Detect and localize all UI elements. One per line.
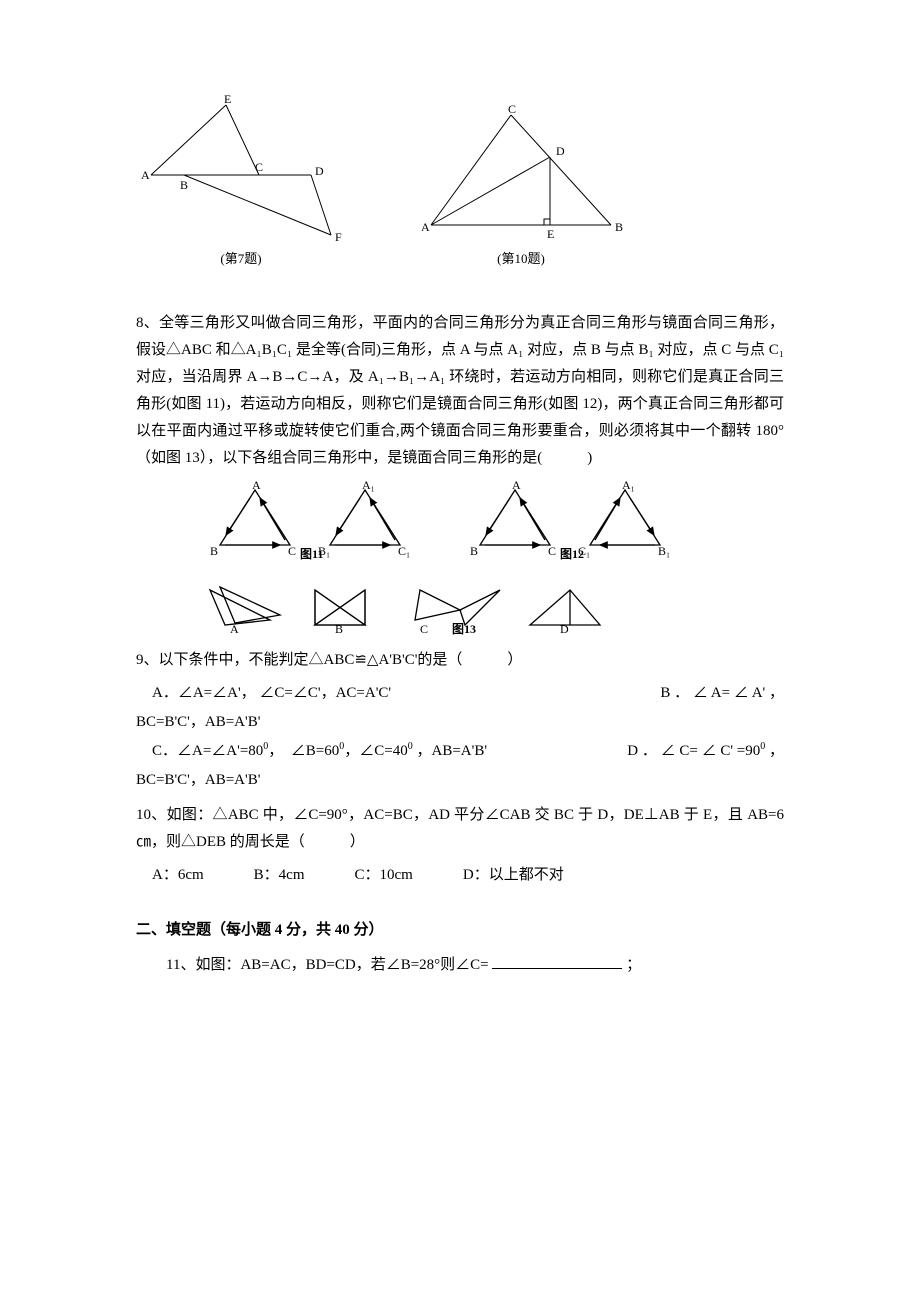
svg-text:C: C [288,544,296,558]
svg-text:B: B [335,622,343,635]
figure-row-top: A B C D E F (第7题) A B C D [136,95,784,270]
question-10: 10、如图：△ABC 中，∠C=90°，AC=BC，AD 平分∠CAB 交 BC… [136,802,784,856]
svg-text:图12: 图12 [560,547,584,561]
svg-text:图13: 图13 [452,622,476,635]
label-A: A [141,168,150,182]
figure-10-svg: A B C D E [416,105,626,245]
label-B-10: B [615,220,623,234]
figure-7-caption: (第7题) [220,247,261,270]
figure-10-caption: (第10题) [497,247,545,270]
svg-text:C: C [548,544,556,558]
svg-text:D: D [560,622,569,635]
question-10-optD: D：以上都不对 [463,862,564,889]
svg-text:B₁: B₁ [658,544,670,558]
question-9-optA-wrap: A．∠A=∠A'， ∠C=∠C'，AC=A'C' B ． ∠ A= ∠ A' ， [136,680,784,707]
label-B: B [180,178,188,192]
svg-text:A₁: A₁ [362,480,375,492]
question-10-options: A：6cm B：4cm C：10cm D：以上都不对 [136,862,784,889]
question-10-optB: B：4cm [254,862,305,889]
label-F: F [335,230,342,244]
svg-text:A₁: A₁ [622,480,635,492]
svg-text:A: A [230,622,239,635]
svg-text:C₁: C₁ [398,544,410,558]
question-11-tail: ； [626,957,641,973]
question-8-diagrams: A B C A₁ B₁ C₁ 图11 A B C A₁ C₁ B₁ 图12 A … [136,480,784,635]
question-8-text: 8、全等三角形又叫做合同三角形，平面内的合同三角形分为真正合同三角形与镜面合同三… [136,315,784,466]
svg-text:B: B [210,544,218,558]
question-9-optD-line2: BC=B'C'，AB=A'B' [136,767,784,794]
figure-10: A B C D E (第10题) [416,105,626,270]
label-A-10: A [421,220,430,234]
svg-text:A: A [252,480,261,492]
label-D-10: D [556,144,565,158]
question-9-optD-prefix: D ． ∠ C= ∠ C' =900 ， [627,738,784,765]
label-D: D [315,164,324,178]
figure-7-svg: A B C D E F [136,95,346,245]
svg-text:A: A [512,480,521,492]
question-10-optA: A：6cm [152,862,204,889]
label-E: E [224,95,231,106]
figure-7: A B C D E F (第7题) [136,95,346,270]
section-2-title: 二、填空题（每小题 4 分，共 40 分） [136,917,784,944]
question-9-optC-wrap: C．∠A=∠A'=800， ∠B=600，∠C=400 ，AB=A'B' D ．… [136,738,784,765]
question-9-optB-line2: BC=B'C'，AB=A'B' [136,709,784,736]
question-9-optA: A．∠A=∠A'， ∠C=∠C'，AC=A'C' [136,680,391,707]
q8-svg: A B C A₁ B₁ C₁ 图11 A B C A₁ C₁ B₁ 图12 A … [190,480,730,635]
question-9-stem: 9、以下条件中，不能判定△ABC≌△A'B'C'的是（ ） [136,652,522,668]
question-9-optB-prefix: B ． ∠ A= ∠ A' ， [660,680,784,707]
question-10-optC: C：10cm [355,862,413,889]
svg-text:图11: 图11 [300,547,323,561]
question-9: 9、以下条件中，不能判定△ABC≌△A'B'C'的是（ ） [136,647,784,674]
question-8: 8、全等三角形又叫做合同三角形，平面内的合同三角形分为真正合同三角形与镜面合同三… [136,310,784,472]
svg-text:C: C [420,622,428,635]
question-9-optC: C．∠A=∠A'=800， ∠B=600，∠C=400 ，AB=A'B' [136,738,487,765]
question-11: 11、如图：AB=AC，BD=CD，若∠B=28°则∠C= ； [136,952,784,979]
label-E-10: E [547,227,554,241]
label-C-10: C [508,105,516,116]
svg-text:B: B [470,544,478,558]
question-10-stem: 10、如图：△ABC 中，∠C=90°，AC=BC，AD 平分∠CAB 交 BC… [136,807,784,850]
question-11-blank[interactable] [492,954,622,969]
label-C: C [255,160,263,174]
question-11-text: 11、如图：AB=AC，BD=CD，若∠B=28°则∠C= [166,957,492,973]
